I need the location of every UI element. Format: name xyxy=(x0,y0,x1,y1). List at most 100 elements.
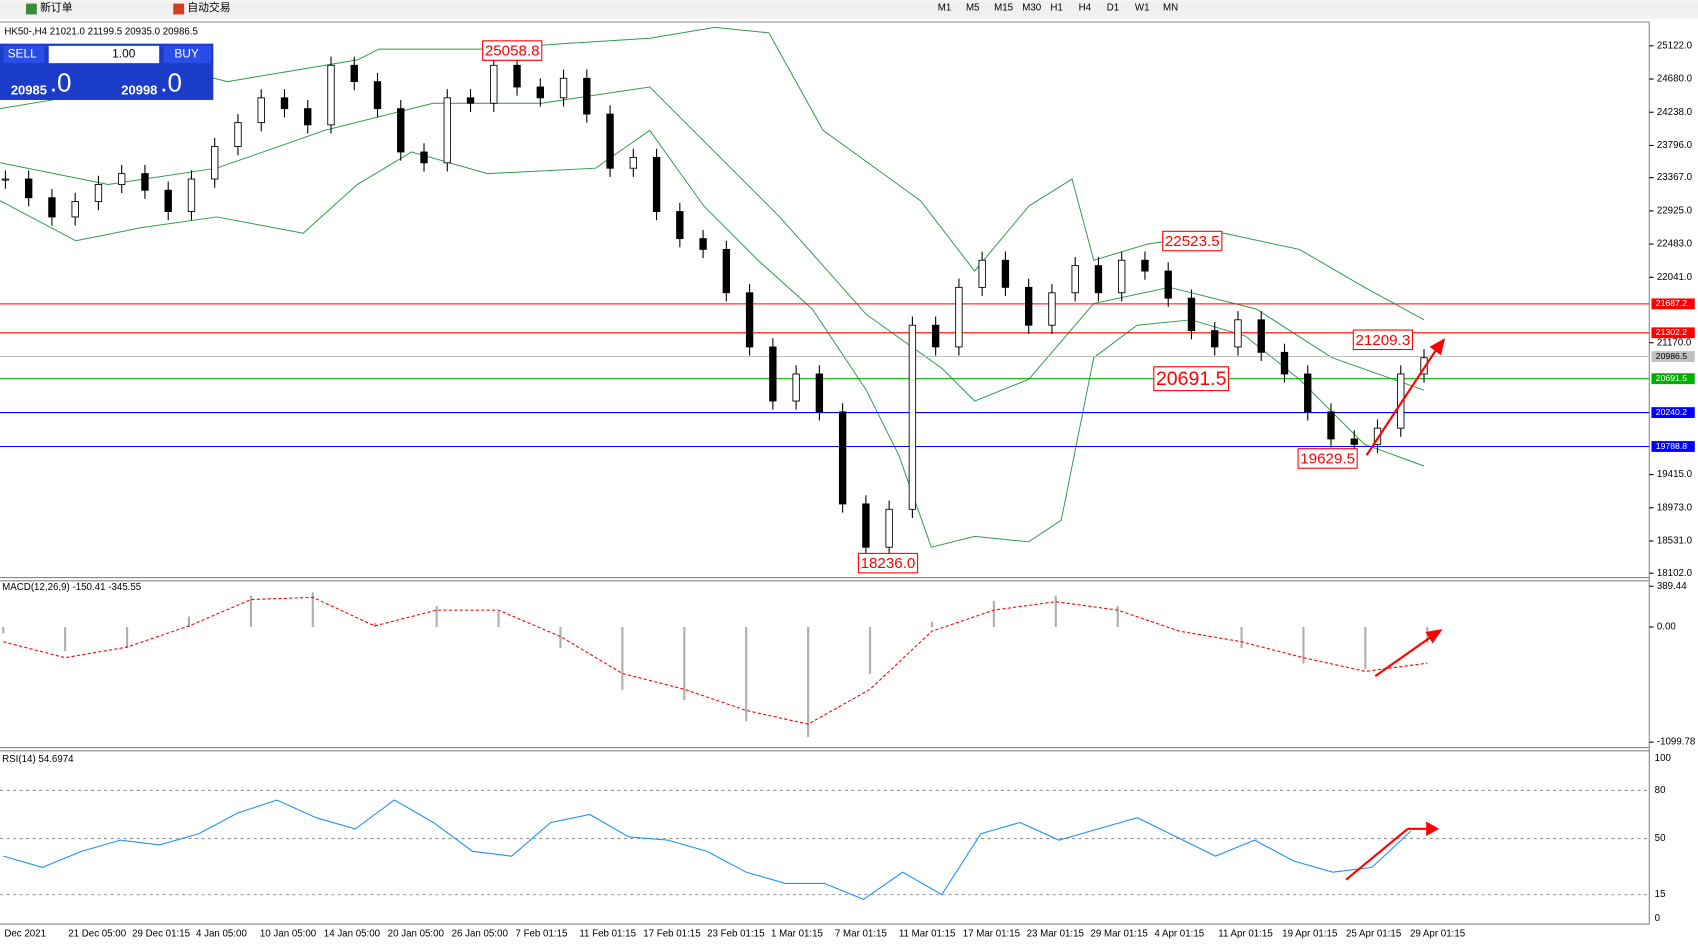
macd-bar xyxy=(1364,626,1367,669)
candle xyxy=(1234,319,1242,348)
icon[interactable] xyxy=(25,3,37,15)
lots[interactable]: 1.00 xyxy=(112,47,136,61)
indicators: 389.44 0.00 -1099.78 100 80 50 15 0 xyxy=(0,581,1695,924)
candle xyxy=(838,411,847,505)
timeframe[interactable]: D1 xyxy=(1107,3,1119,14)
candle xyxy=(629,156,638,169)
candle xyxy=(1,178,10,181)
sell[interactable]: SELL xyxy=(8,47,38,61)
candle xyxy=(1420,357,1428,375)
toolbar xyxy=(0,0,1698,19)
annotation-box xyxy=(1153,366,1230,392)
macd-bar xyxy=(1116,606,1119,627)
y-tick-label: 22925.0 xyxy=(1657,205,1693,216)
annotation-box xyxy=(1297,448,1358,469)
price-annotation: 21209.3 xyxy=(1355,332,1410,349)
date-label: 29 Mar 01:15 xyxy=(1090,928,1147,939)
macd-bar xyxy=(683,626,686,701)
timeframe[interactable]: H4 xyxy=(1079,3,1092,14)
candle xyxy=(536,86,544,99)
buy[interactable]: BUY xyxy=(174,47,199,61)
y-tick-label: 0 xyxy=(1655,913,1661,924)
y-tick-label: 19415.0 xyxy=(1657,469,1693,480)
macd-bar xyxy=(868,626,872,675)
auto-trading[interactable]: 自动交易 xyxy=(187,0,230,14)
date-label: 4 Apr 01:15 xyxy=(1154,928,1204,939)
y-tick-label: 389.44 xyxy=(1657,581,1687,592)
timeframe[interactable]: M15 xyxy=(994,3,1013,14)
rsi-line xyxy=(3,799,1412,901)
macd-bar xyxy=(1302,626,1305,664)
date-label: 10 Jan 05:00 xyxy=(260,928,317,939)
level-tag xyxy=(1651,373,1695,385)
price-annotation: 20691.5 xyxy=(1156,368,1227,390)
y-tick-label: 23796.0 xyxy=(1657,140,1693,151)
macd-bar xyxy=(1054,595,1057,627)
candle xyxy=(699,238,707,250)
macd-bar xyxy=(2,626,5,634)
level-tag xyxy=(1651,351,1695,362)
candle xyxy=(187,178,196,212)
macd-bar xyxy=(497,611,500,627)
timeframe[interactable]: M1 xyxy=(938,3,952,14)
candle xyxy=(443,97,451,164)
level-tag xyxy=(1651,407,1695,418)
candle xyxy=(257,97,265,124)
candle xyxy=(1118,259,1126,294)
timeframe[interactable]: MN xyxy=(1163,3,1178,14)
macd-bar xyxy=(745,626,748,722)
candle xyxy=(164,189,172,212)
y-tick-label: 22483.0 xyxy=(1657,239,1693,250)
rsi-header: RSI(14) 54.6974 xyxy=(2,754,74,765)
date-label: 11 Mar 01:15 xyxy=(899,928,956,939)
y-tick-label: 25122.0 xyxy=(1657,40,1693,51)
macd-signal xyxy=(3,596,1428,725)
candle xyxy=(1001,259,1010,288)
date-label: 7 Mar 01:15 xyxy=(835,928,887,939)
macd-bar xyxy=(311,592,314,627)
candle xyxy=(1280,351,1289,375)
price-annotation: 19629.5 xyxy=(1300,451,1355,468)
timeframe[interactable]: H1 xyxy=(1050,3,1062,14)
candle xyxy=(24,178,33,199)
candle xyxy=(769,346,777,402)
timeframe[interactable]: M5 xyxy=(966,3,980,14)
candle xyxy=(466,97,475,104)
candle xyxy=(490,64,498,104)
date-label: 20 Jan 05:00 xyxy=(388,928,445,939)
sell-button[interactable] xyxy=(3,45,45,64)
level-label: 20986.5 xyxy=(1656,351,1687,361)
date-label: 17 Mar 01:15 xyxy=(963,928,1020,939)
candle xyxy=(908,324,917,510)
toolbar-items: 新订单 自动交易 xyxy=(25,0,231,15)
level-label: 21687.2 xyxy=(1656,298,1687,308)
ask-big[interactable]: .0 xyxy=(160,68,182,98)
chart-header: HK50-,H4 21021.0 21199.5 20935.0 20986.5 xyxy=(4,26,198,37)
date-label: 23 Mar 01:15 xyxy=(1027,928,1084,939)
candle xyxy=(234,122,242,148)
ask[interactable]: 20998 xyxy=(121,83,157,98)
bid[interactable]: 20985 xyxy=(11,83,47,98)
candle xyxy=(71,201,79,218)
date-label: 19 Apr 01:15 xyxy=(1282,928,1337,939)
timeframe[interactable]: M30 xyxy=(1022,3,1042,14)
buy-button[interactable] xyxy=(163,45,212,64)
candle xyxy=(885,508,893,548)
bid-big[interactable]: .0 xyxy=(50,68,72,98)
level-tag xyxy=(1651,441,1695,452)
y-tick-label: 18531.0 xyxy=(1657,536,1693,547)
macd-bar xyxy=(187,616,191,627)
y-tick-label: 50 xyxy=(1655,833,1666,844)
icon[interactable] xyxy=(173,3,185,15)
candle xyxy=(1187,297,1196,332)
candle xyxy=(1350,438,1358,445)
lots-input[interactable] xyxy=(48,45,160,64)
timeframe[interactable]: W1 xyxy=(1135,3,1150,14)
date-label: 7 Feb 01:15 xyxy=(515,928,567,939)
date-label: 11 Apr 01:15 xyxy=(1218,928,1272,939)
candle xyxy=(280,97,289,110)
candle xyxy=(815,373,824,413)
new-order[interactable]: 新订单 xyxy=(40,0,73,14)
